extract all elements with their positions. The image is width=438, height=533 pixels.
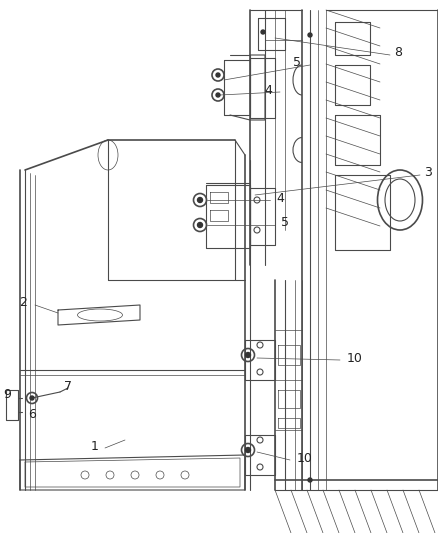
Text: 5: 5 [281,216,289,230]
Circle shape [216,73,220,77]
Text: 2: 2 [19,295,27,309]
Circle shape [261,30,265,34]
Circle shape [308,33,312,37]
Circle shape [308,478,312,482]
Circle shape [198,198,202,203]
Text: 7: 7 [64,379,72,392]
Circle shape [246,448,251,453]
Text: 6: 6 [28,408,36,422]
Text: 10: 10 [297,451,313,464]
Circle shape [216,93,220,97]
Text: 1: 1 [91,440,99,453]
Circle shape [246,352,251,358]
Text: 4: 4 [276,191,284,205]
Circle shape [30,396,34,400]
Text: 4: 4 [264,84,272,96]
Text: 10: 10 [347,351,363,365]
Circle shape [198,222,202,228]
Text: 9: 9 [3,387,11,400]
Text: 8: 8 [394,45,402,59]
Text: 5: 5 [293,55,301,69]
Text: 3: 3 [424,166,432,179]
